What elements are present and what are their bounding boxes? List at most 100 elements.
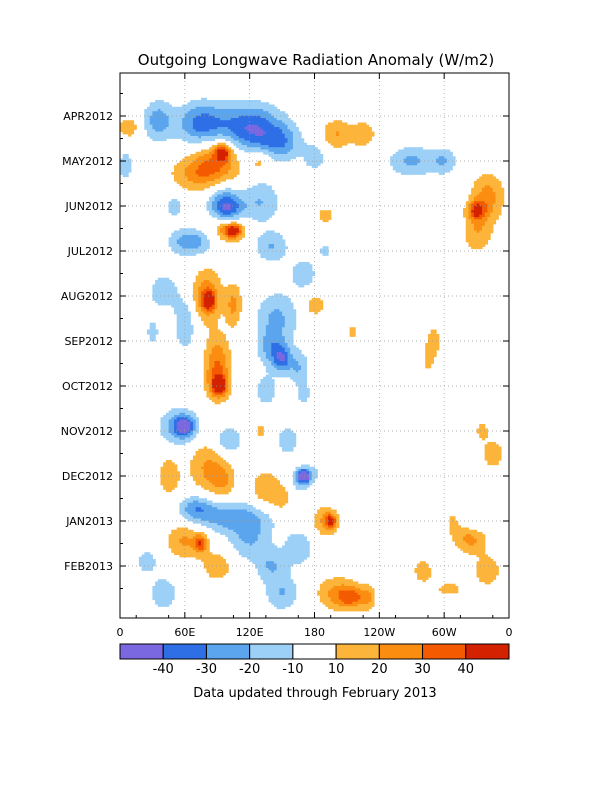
anomaly-cell	[184, 241, 189, 245]
anomaly-cell	[233, 295, 237, 299]
anomaly-cell	[290, 361, 294, 364]
anomaly-cell	[260, 138, 264, 142]
anomaly-cell	[292, 345, 297, 349]
anomaly-cell	[192, 298, 197, 301]
anomaly-cell	[263, 194, 267, 198]
anomaly-cell	[263, 214, 267, 218]
anomaly-cell	[206, 239, 210, 243]
anomaly-cell	[120, 169, 124, 173]
anomaly-cell	[484, 453, 488, 457]
anomaly-cell	[209, 129, 213, 133]
anomaly-cell	[268, 246, 272, 250]
anomaly-cell	[290, 151, 294, 155]
anomaly-cell	[206, 361, 210, 364]
anomaly-cell	[217, 136, 221, 139]
anomaly-cell	[192, 122, 197, 126]
anomaly-cell	[211, 367, 216, 371]
anomaly-cell	[284, 149, 289, 153]
anomaly-cell	[290, 433, 294, 436]
anomaly-cell	[225, 124, 229, 128]
anomaly-cell	[287, 298, 291, 301]
anomaly-cell	[214, 124, 218, 128]
anomaly-cell	[255, 208, 259, 211]
anomaly-cell	[265, 340, 270, 344]
anomaly-cell	[233, 203, 237, 207]
anomaly-cell	[203, 307, 208, 310]
anomaly-cell	[268, 338, 272, 342]
anomaly-cell	[225, 163, 229, 166]
anomaly-cell	[192, 124, 197, 128]
anomaly-cell	[271, 127, 275, 130]
anomaly-cell	[338, 122, 343, 126]
anomaly-cell	[187, 410, 191, 414]
anomaly-cell	[436, 345, 440, 349]
anomaly-cell	[217, 286, 221, 290]
anomaly-cell	[225, 444, 229, 448]
anomaly-cell	[171, 293, 175, 297]
anomaly-cell	[182, 185, 186, 189]
anomaly-cell	[244, 113, 248, 117]
anomaly-cell	[174, 205, 178, 209]
anomaly-cell	[187, 412, 191, 416]
anomaly-cell	[268, 343, 272, 346]
anomaly-cell	[276, 325, 280, 328]
anomaly-cell	[233, 309, 237, 313]
anomaly-cell	[276, 138, 280, 142]
anomaly-cell	[433, 343, 437, 346]
anomaly-cell	[171, 435, 175, 439]
anomaly-cell	[492, 214, 497, 218]
anomaly-cell	[273, 106, 278, 110]
anomaly-cell	[260, 115, 264, 119]
anomaly-cell	[184, 118, 189, 121]
anomaly-cell	[481, 201, 486, 205]
anomaly-cell	[276, 309, 280, 313]
anomaly-cell	[182, 309, 186, 313]
anomaly-cell	[217, 142, 221, 146]
anomaly-cell	[155, 280, 159, 283]
anomaly-cell	[149, 115, 154, 119]
anomaly-cell	[165, 118, 170, 121]
anomaly-cell	[409, 163, 413, 166]
anomaly-cell	[201, 172, 205, 175]
anomaly-cell	[436, 154, 440, 157]
anomaly-cell	[179, 313, 183, 317]
anomaly-cell	[268, 127, 272, 130]
anomaly-cell	[260, 203, 264, 207]
anomaly-cell	[209, 174, 213, 178]
anomaly-cell	[260, 320, 264, 324]
anomaly-cell	[182, 311, 186, 315]
anomaly-cell	[228, 433, 232, 436]
anomaly-cell	[168, 239, 172, 243]
anomaly-cell	[276, 120, 280, 124]
anomaly-cell	[198, 156, 202, 160]
anomaly-cell	[203, 352, 208, 355]
anomaly-cell	[171, 415, 175, 418]
anomaly-cell	[209, 127, 213, 130]
anomaly-cell	[230, 316, 235, 319]
anomaly-cell	[171, 419, 175, 423]
anomaly-cell	[357, 133, 362, 137]
anomaly-cell	[276, 304, 280, 308]
anomaly-cell	[265, 205, 270, 209]
anomaly-cell	[125, 158, 129, 162]
anomaly-cell	[214, 379, 218, 382]
anomaly-cell	[160, 122, 164, 126]
anomaly-cell	[268, 367, 272, 371]
anomaly-cell	[298, 358, 302, 362]
anomaly-cell	[314, 302, 318, 306]
anomaly-cell	[225, 226, 229, 229]
anomaly-cell	[209, 149, 213, 153]
anomaly-cell	[128, 169, 132, 173]
anomaly-cell	[255, 133, 259, 137]
anomaly-cell	[190, 426, 194, 430]
anomaly-cell	[198, 448, 202, 452]
anomaly-cell	[209, 167, 213, 171]
anomaly-cell	[317, 307, 321, 310]
anomaly-cell	[206, 151, 210, 155]
anomaly-cell	[292, 309, 297, 313]
anomaly-cell	[260, 208, 264, 211]
anomaly-cell	[319, 212, 324, 216]
anomaly-cell	[171, 244, 175, 247]
anomaly-cell	[192, 115, 197, 119]
anomaly-cell	[206, 340, 210, 344]
